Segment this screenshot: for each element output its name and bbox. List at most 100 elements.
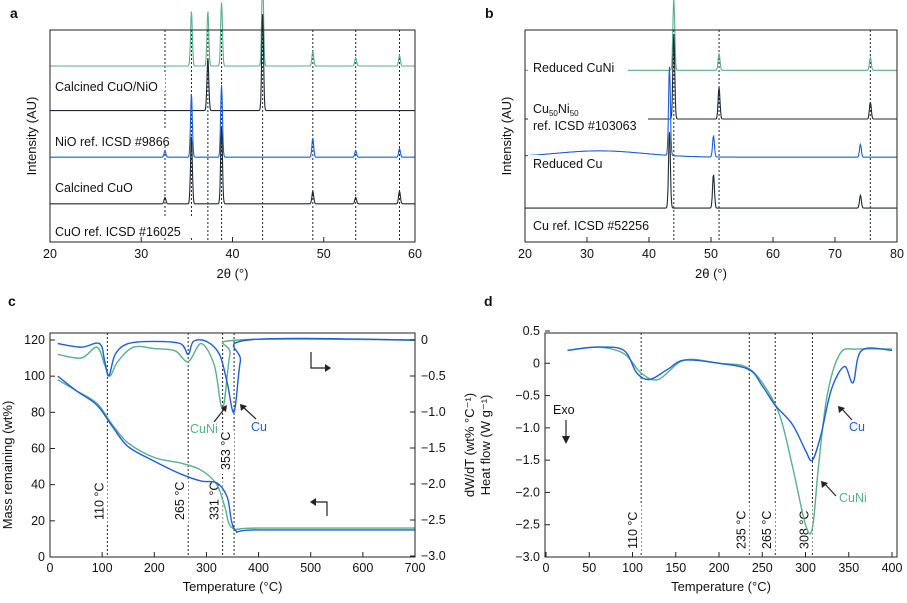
reference-label: 110 °C [92, 483, 106, 520]
series-label: Reduced CuNi [533, 61, 614, 75]
series-line [50, 0, 415, 67]
series-label-bg [528, 155, 610, 173]
y-tick-label: −2.0 [515, 485, 540, 499]
right-axis-arrow [310, 352, 328, 369]
panel-letter: d [484, 293, 493, 309]
series-label: Cu50Ni50 [533, 102, 579, 118]
reference-label-bg [172, 480, 189, 524]
y-tick-label: −0.5 [515, 389, 540, 403]
y-right-tick-label: −2.5 [421, 513, 446, 527]
x-tick-label: 60 [408, 247, 422, 261]
x-tick-label: 70 [828, 247, 842, 261]
reference-label-bg [733, 503, 750, 551]
left-axis-arrowhead [310, 498, 316, 506]
exo-arrowhead [562, 436, 570, 444]
y-right-tick-label: 0 [421, 333, 428, 347]
annotation-arrowhead [821, 481, 828, 488]
annotation-arrowhead [221, 405, 227, 412]
series-line [50, 14, 415, 112]
plot-frame [544, 332, 898, 558]
reference-label-bg [759, 503, 776, 551]
y-tick-label: −1.0 [515, 421, 540, 435]
x-axis-label: Temperature (°C) [671, 579, 771, 594]
y-tick-label: 0 [38, 550, 45, 564]
annotation-exo: Exo [553, 403, 575, 417]
annotation-arrow [213, 407, 226, 423]
y-axis-label: Intensity (AU) [499, 97, 514, 176]
x-tick-label: 400 [248, 561, 269, 575]
x-tick-label: 400 [882, 561, 903, 575]
x-tick-label: 50 [582, 561, 596, 575]
plot-frame [49, 332, 416, 558]
y-tick-label: 40 [31, 478, 45, 492]
x-tick-label: 50 [317, 247, 331, 261]
series-label-bg [528, 217, 660, 235]
panel-letter: c [8, 293, 16, 309]
x-tick-label: 250 [752, 561, 773, 575]
series-label: Reduced Cu [533, 157, 603, 171]
y-right-axis-label: dW/dT (wt% °C⁻¹) [462, 393, 477, 497]
reference-label: 308 °C [797, 511, 811, 549]
annotation-cunisample: CuNi [190, 422, 218, 436]
x-tick-label: 80 [890, 247, 904, 261]
x-axis-label: 2θ (°) [217, 266, 249, 281]
y-tick-label: −3.0 [515, 550, 540, 564]
x-tick-label: 200 [709, 561, 730, 575]
series-label-bg [53, 73, 165, 91]
y-right-tick-label: −1.0 [421, 405, 446, 419]
series-line [525, 66, 897, 158]
series-label-bg [53, 174, 141, 192]
y-tick-label: 100 [24, 369, 45, 383]
x-tick-label: 30 [134, 247, 148, 261]
series-label-bg [53, 218, 195, 236]
x-tick-label: 20 [518, 247, 532, 261]
x-tick-label: 100 [92, 561, 113, 575]
x-tick-label: 200 [144, 561, 165, 575]
y-tick-label: 0.5 [523, 324, 540, 338]
panel-letter: a [10, 5, 18, 21]
series-line [50, 127, 415, 205]
annotation-arrowhead [838, 406, 845, 413]
series-line [50, 85, 415, 158]
x-tick-label: 0 [47, 561, 54, 575]
y-tick-label: 80 [31, 405, 45, 419]
annotation-cu: Cu [849, 420, 865, 434]
y-tick-label: 60 [31, 442, 45, 456]
annotation-cu: Cu [251, 420, 267, 434]
annotation-arrow [824, 483, 837, 497]
x-axis-label: 2θ (°) [695, 266, 727, 281]
series-label: Calcined CuO/NiO [55, 80, 158, 94]
y-tick-label: 20 [31, 514, 45, 528]
series-label: Cu ref. ICSD #52256 [533, 219, 649, 233]
series-line [567, 346, 893, 462]
x-tick-label: 500 [300, 561, 321, 575]
y-axis-label: Intensity (AU) [24, 97, 39, 176]
series-label: ref. ICSD #103063 [533, 119, 637, 133]
x-tick-label: 350 [838, 561, 859, 575]
reference-label: 265 °C [173, 482, 187, 520]
series-line [525, 34, 897, 120]
x-tick-label: 40 [642, 247, 656, 261]
y-tick-label: −2.5 [515, 518, 540, 532]
x-tick-label: 20 [43, 247, 57, 261]
series-label: Calcined CuO [55, 181, 133, 195]
reference-label-bg [91, 480, 108, 524]
x-tick-label: 600 [352, 561, 373, 575]
series-line [57, 337, 416, 413]
x-axis-label: Temperature (°C) [183, 579, 283, 594]
series-label-bg [528, 58, 628, 76]
annotation-arrow [242, 406, 257, 420]
panel-a: a 20 30 40 50 60 2θ (°) Intensity (AU) Calcined … [10, 0, 422, 281]
right-axis-arrowhead [325, 364, 331, 372]
panel-letter: b [485, 5, 494, 21]
series-label: CuO ref. ICSD #16025 [55, 225, 181, 239]
annotation-cuni: CuNi [839, 491, 867, 505]
y-axis-label: Mass remaining (wt%) [0, 401, 15, 530]
annotation-arrow [841, 408, 853, 421]
annotation-arrowhead [240, 404, 247, 411]
x-tick-label: 0 [543, 561, 550, 575]
x-tick-label: 50 [704, 247, 718, 261]
y-right-tick-label: −3.0 [421, 549, 446, 563]
reference-label: 110 °C [626, 512, 640, 549]
